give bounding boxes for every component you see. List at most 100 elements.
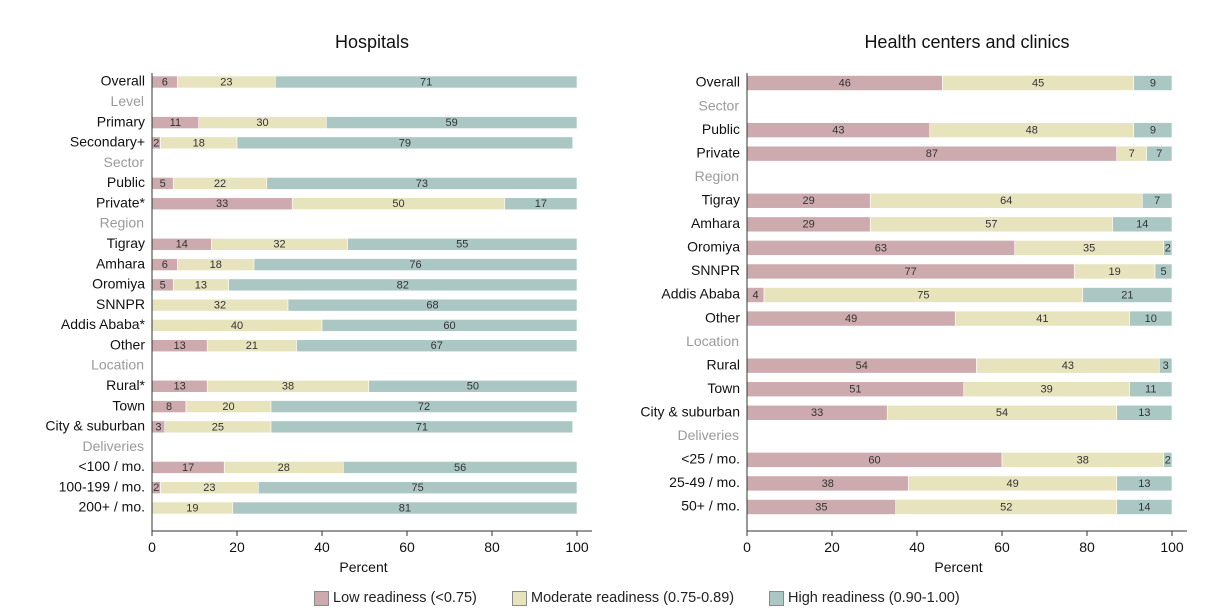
x-tick-label-0: 0 — [743, 539, 751, 555]
value-label-moderate-tigray: 32 — [273, 239, 285, 251]
value-label-high-public: 9 — [1150, 125, 1156, 137]
value-label-high-city-suburban: 71 — [416, 421, 428, 433]
value-label-low-addis-ababa: 4 — [752, 289, 758, 301]
value-label-moderate-overall: 45 — [1032, 77, 1044, 89]
row-label-other: Other — [110, 336, 145, 352]
value-label-low-rural: 54 — [856, 360, 868, 372]
value-label-moderate-city-suburban: 54 — [996, 407, 1008, 419]
value-label-high-addis-ababa: 60 — [443, 320, 455, 332]
row-label-public: Public — [107, 174, 145, 190]
value-label-high-50-mo: 14 — [1138, 501, 1150, 513]
bar-high-town — [1129, 381, 1173, 398]
row-label-oromiya: Oromiya — [92, 276, 145, 292]
value-label-moderate-primary: 30 — [256, 117, 268, 129]
row-label-amhara: Amhara — [691, 215, 740, 231]
value-label-low-city-suburban: 3 — [155, 421, 161, 433]
value-label-high-rural: 50 — [467, 381, 479, 393]
row-label-addis-ababa: Addis Ababa — [661, 286, 740, 302]
x-tick-label-100: 100 — [1160, 539, 1184, 555]
value-label-moderate-addis-ababa: 75 — [917, 289, 929, 301]
x-tick-label-60: 60 — [399, 539, 415, 555]
bar-high-city-suburban — [270, 420, 574, 434]
value-label-high-25-49-mo: 13 — [1138, 478, 1150, 490]
value-label-low-oromiya: 5 — [160, 279, 166, 291]
legend-label-moderate: Moderate readiness (0.75-0.89) — [531, 590, 735, 606]
value-label-high-other: 10 — [1145, 313, 1157, 325]
bar-high-private — [504, 197, 578, 211]
value-label-moderate-private: 50 — [392, 198, 404, 210]
row-label-100-199-mo: 100-199 / mo. — [59, 478, 145, 494]
row-label-overall: Overall — [696, 74, 740, 90]
value-label-high-amhara: 76 — [409, 259, 421, 271]
value-label-moderate-town: 20 — [222, 401, 234, 413]
value-label-moderate-public: 48 — [1026, 125, 1038, 137]
x-tick-label-80: 80 — [1079, 539, 1095, 555]
value-label-low-private: 33 — [216, 198, 228, 210]
bar-high-tigray — [347, 237, 578, 251]
row-label-private: Private — [696, 144, 740, 160]
legend-label-high: High readiness (0.90-1.00) — [788, 590, 960, 606]
row-label-public: Public — [702, 121, 740, 137]
row-label-25-49-mo: 25-49 / mo. — [669, 474, 740, 490]
value-label-low-overall: 6 — [162, 76, 168, 88]
x-tick-label-20: 20 — [824, 539, 840, 555]
legend-item-low: Low readiness (<0.75) — [314, 590, 477, 606]
value-label-high-25-mo: 2 — [1165, 454, 1171, 466]
value-label-moderate-rural: 38 — [282, 381, 294, 393]
bar-high-amhara — [1112, 216, 1173, 233]
value-label-moderate-amhara: 18 — [210, 259, 222, 271]
x-tick-label-20: 20 — [229, 539, 245, 555]
value-label-moderate-rural: 43 — [1062, 360, 1074, 372]
value-label-moderate-overall: 23 — [220, 76, 232, 88]
value-label-moderate-snnpr: 32 — [214, 300, 226, 312]
bar-high-tigray — [1141, 192, 1173, 209]
value-label-low-town: 51 — [849, 384, 861, 396]
value-label-moderate-addis-ababa: 40 — [231, 320, 243, 332]
bar-high-overall — [1133, 75, 1173, 91]
value-label-low-secondary: 2 — [153, 137, 159, 149]
value-label-high-overall: 9 — [1150, 77, 1156, 89]
value-label-low-25-49-mo: 38 — [822, 478, 834, 490]
row-label-tigray: Tigray — [107, 235, 145, 251]
value-label-high-private: 7 — [1156, 148, 1162, 160]
bar-high-primary — [325, 116, 578, 129]
value-label-low-overall: 46 — [839, 77, 851, 89]
value-label-moderate-100-mo: 28 — [278, 462, 290, 474]
value-label-moderate-snnpr: 19 — [1109, 266, 1121, 278]
value-label-low-snnpr: 77 — [905, 266, 917, 278]
x-axis-title: Percent — [339, 559, 387, 575]
value-label-high-public: 73 — [416, 178, 428, 190]
group-label-region: Region — [100, 215, 144, 231]
bar-high-100-199-mo — [257, 481, 578, 495]
bar-high-city-suburban — [1116, 404, 1173, 421]
value-label-low-primary: 11 — [170, 117, 181, 129]
value-label-high-100-mo: 56 — [454, 462, 466, 474]
row-label-city-suburban: City & suburban — [45, 418, 145, 434]
value-label-low-tigray: 29 — [803, 195, 815, 207]
value-label-moderate-city-suburban: 25 — [212, 421, 224, 433]
row-label-rural: Rural — [707, 356, 740, 372]
bar-high-rural — [1158, 357, 1173, 374]
value-label-low-town: 8 — [166, 401, 172, 413]
value-label-high-oromiya: 82 — [397, 279, 409, 291]
value-label-low-public: 43 — [832, 125, 844, 137]
bar-high-oromiya — [228, 278, 578, 292]
x-axis-title: Percent — [934, 559, 982, 575]
value-label-low-50-mo: 35 — [815, 501, 827, 513]
bar-high-town — [270, 400, 578, 413]
bar-high-200-mo — [232, 501, 578, 515]
bar-high-oromiya — [1163, 240, 1173, 256]
value-label-moderate-private: 7 — [1129, 148, 1135, 160]
value-label-high-snnpr: 5 — [1160, 266, 1166, 278]
value-label-moderate-oromiya: 13 — [195, 279, 207, 291]
x-tick-label-80: 80 — [484, 539, 500, 555]
value-label-moderate-public: 22 — [214, 178, 226, 190]
legend-item-moderate: Moderate readiness (0.75-0.89) — [512, 590, 734, 606]
row-label-secondary: Secondary+ — [70, 134, 145, 150]
bar-high-other — [1129, 310, 1173, 327]
bar-high-25-mo — [1163, 452, 1173, 468]
value-label-high-addis-ababa: 21 — [1121, 289, 1133, 301]
